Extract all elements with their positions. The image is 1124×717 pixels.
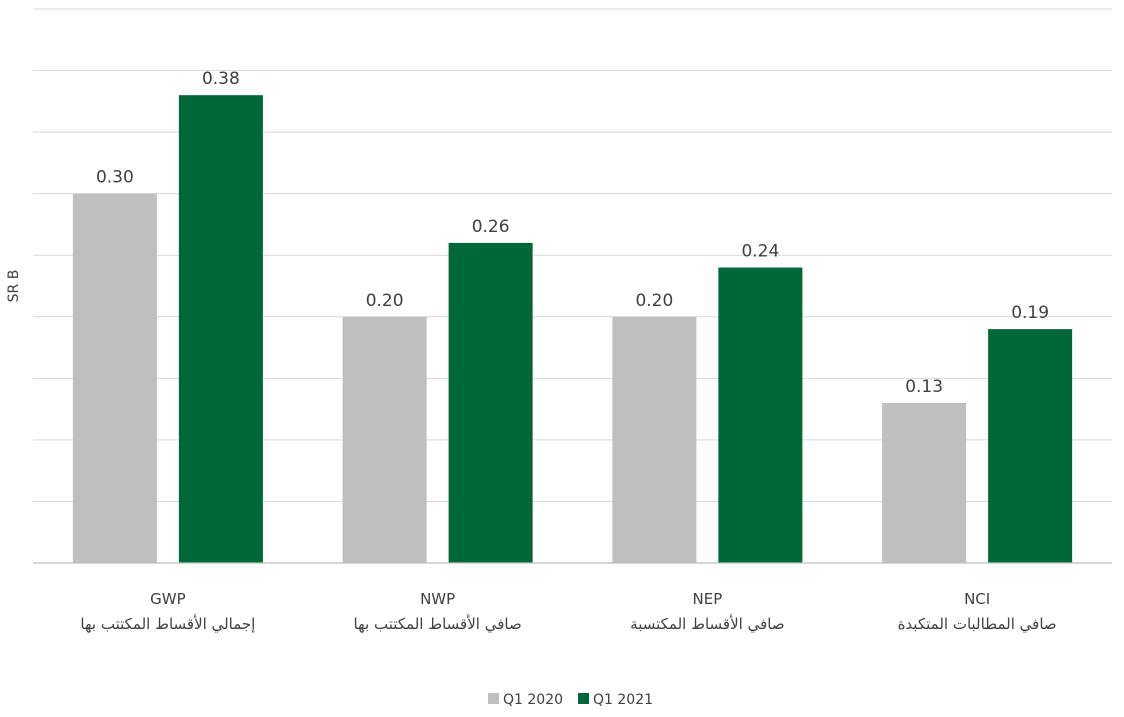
- legend: Q1 2020 Q1 2021: [488, 692, 653, 708]
- legend-label: Q1 2021: [593, 692, 653, 708]
- category-code-label: NCI: [964, 590, 990, 608]
- category-arabic-label: إجمالي الأقساط المكتتب بها: [80, 614, 255, 634]
- bars: [72, 95, 1073, 563]
- bar-nep-1: [718, 267, 803, 563]
- bar-nci-1: [988, 329, 1073, 563]
- legend-swatch: [488, 693, 499, 704]
- data-label: 0.20: [635, 291, 673, 311]
- data-label: 0.13: [905, 377, 943, 397]
- category-arabic-label: صافي الأقساط المكتتب بها: [354, 614, 522, 634]
- data-label: 0.30: [96, 168, 134, 188]
- data-labels: 0.30 0.38 0.20 0.26 0.20 0.24 0.13 0.19: [96, 69, 1049, 397]
- bar-nep-0: [612, 316, 697, 563]
- data-label: 0.38: [202, 69, 240, 89]
- category-arabic-label: صافي المطالبات المتكبدة: [898, 615, 1057, 634]
- data-label: 0.19: [1011, 303, 1049, 323]
- data-label: 0.24: [741, 242, 779, 262]
- bar-gwp-1: [178, 95, 263, 563]
- category-arabic-label: صافي الأقساط المكتسبة: [630, 614, 784, 634]
- bar-nci-0: [882, 402, 967, 563]
- data-label: 0.26: [472, 217, 510, 237]
- y-axis-label: SR B: [6, 270, 22, 303]
- category-labels: GWP إجمالي الأقساط المكتتب بها NWP صافي الأ…: [80, 590, 1056, 634]
- legend-label: Q1 2020: [503, 692, 563, 708]
- category-code-label: NWP: [420, 590, 455, 608]
- bar-nwp-1: [448, 242, 533, 563]
- legend-swatch: [578, 693, 589, 704]
- category-code-label: GWP: [150, 590, 186, 608]
- bar-gwp-0: [72, 193, 157, 563]
- data-label: 0.20: [366, 291, 404, 311]
- bar-nwp-0: [342, 316, 427, 563]
- category-code-label: NEP: [693, 590, 723, 608]
